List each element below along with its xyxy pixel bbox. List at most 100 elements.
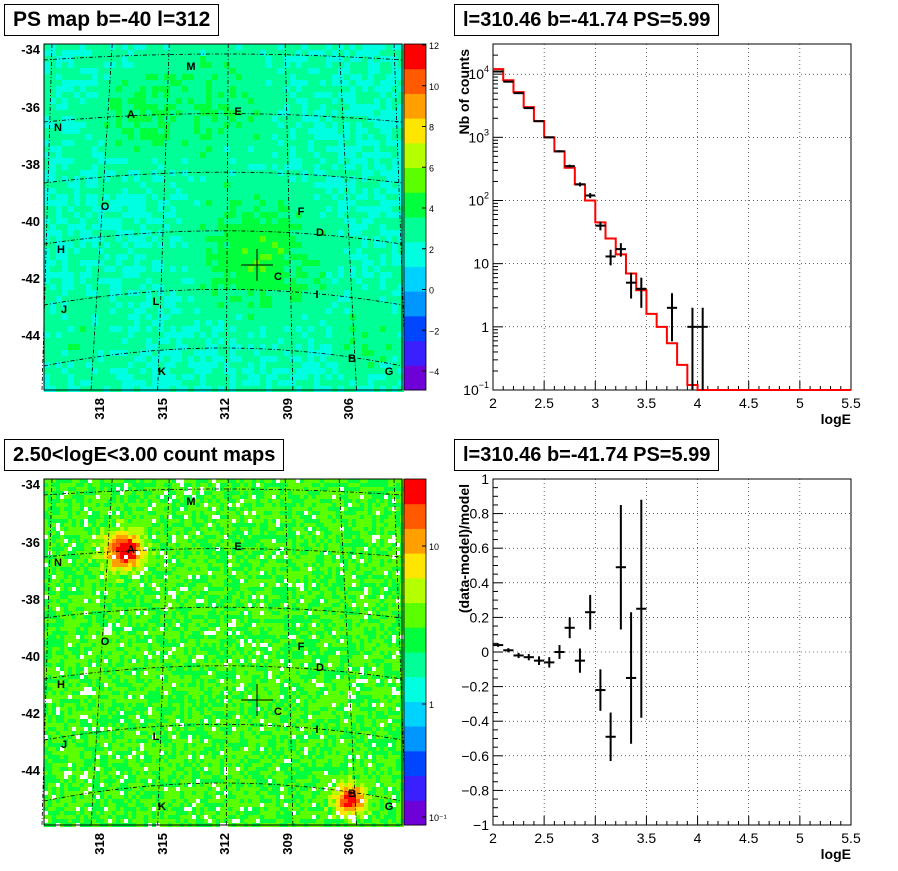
colorbar-label: 10: [429, 542, 439, 552]
lat-line: [43, 782, 403, 802]
y-tick-label: 10−1: [463, 380, 489, 398]
source-label-d: D: [316, 227, 324, 239]
source-label-h: H: [57, 244, 65, 256]
source-label-k: K: [158, 366, 166, 378]
lat-tick-label: -36: [21, 535, 40, 550]
ps-map-pixels: [44, 44, 404, 392]
source-label-c: C: [274, 271, 282, 283]
colorbar-label: 6: [429, 163, 434, 173]
x-tick-label: 2.5: [534, 395, 554, 411]
source-label-b: B: [348, 353, 356, 365]
x-tick-label: 5.5: [841, 830, 861, 846]
count-map: -34 -36 -38 -40 -42 -44 318 315 312 309 306 M A E N O FD…: [21, 477, 447, 855]
data-point: [513, 92, 524, 95]
data-point: [564, 164, 575, 168]
data-point: [687, 307, 698, 390]
source-label-m: M: [186, 61, 195, 73]
lon-line: [225, 478, 229, 826]
source-label-g: G: [385, 801, 394, 813]
source-label-j: J: [61, 739, 67, 751]
lon-line: [284, 43, 294, 391]
y-tick-label: −0.8: [461, 782, 489, 798]
lon-line: [338, 43, 357, 391]
lat-tick-label: -38: [21, 157, 40, 172]
residual-point: [544, 657, 555, 668]
colorbar-frame: [403, 478, 427, 826]
lon-line: [90, 478, 113, 826]
source-label-n: N: [54, 122, 62, 134]
colorbar-label: 10⁻¹: [429, 813, 447, 823]
colorbar-label: 4: [429, 204, 434, 214]
lat-tick-label: -42: [21, 271, 40, 286]
residual-point: [595, 669, 606, 711]
y-tick-label: −0.4: [461, 713, 489, 729]
y-tick-label: 102: [468, 190, 489, 208]
lat-tick-label: -44: [21, 328, 41, 343]
lon-line: [90, 43, 113, 391]
source-label-m: M: [186, 496, 195, 508]
x-tick-label: 4.5: [739, 830, 759, 846]
data-point: [493, 70, 504, 73]
data-point: [544, 136, 555, 139]
lat-line: [43, 289, 403, 306]
data-point: [625, 272, 637, 299]
residual-point: [605, 712, 616, 761]
source-label-a: A: [127, 109, 135, 121]
residual-point: [574, 648, 586, 673]
lat-tick-label: -34: [21, 42, 41, 57]
source-label-l: L: [153, 296, 160, 308]
source-label-e: E: [234, 541, 241, 553]
residual-point: [513, 652, 524, 659]
data-point: [554, 150, 565, 153]
y-tick-label: 1: [481, 319, 489, 335]
lon-tick-label: 318: [92, 833, 107, 855]
data-point: [615, 243, 626, 257]
residual-panel: l=310.46 b=-41.74 PS=5.99 2 2.5 3 3.5 4 4.5 5 5…: [449, 435, 898, 871]
x-tick-label: 5: [796, 395, 804, 411]
y-axis-label: (data-model)/model: [456, 484, 472, 613]
source-label-a: A: [127, 544, 135, 556]
lat-line: [43, 548, 403, 558]
ps-colorbar: [404, 44, 426, 391]
data-point: [595, 221, 606, 231]
plot-frame: [492, 43, 852, 391]
lat-tick-label: -40: [21, 649, 40, 664]
lat-line: [43, 665, 403, 680]
x-tick-label: 3: [591, 395, 599, 411]
y-axis-label: Nb of counts: [456, 49, 472, 135]
source-label-k: K: [158, 801, 166, 813]
lat-line: [43, 230, 403, 245]
lon-line: [157, 478, 170, 826]
data-point: [585, 193, 596, 199]
data-point: [523, 107, 534, 110]
residual-point: [493, 643, 504, 647]
data-point: [533, 120, 545, 123]
source-label-n: N: [54, 557, 62, 569]
source-label-o: O: [101, 636, 110, 648]
data-point: [666, 293, 678, 342]
grid: [492, 478, 852, 826]
data-point: [636, 277, 647, 308]
data-point: [574, 182, 586, 187]
map-frame: [43, 43, 403, 391]
data-point: [503, 80, 514, 83]
lat-line: [43, 606, 403, 619]
y-tick-label: 104: [468, 64, 489, 82]
x-tick-label: 3: [591, 830, 599, 846]
residual-point: [636, 499, 647, 718]
colorbar-frame: [403, 43, 427, 391]
y-tick-label: −0.6: [461, 748, 489, 764]
residual-point: [585, 594, 596, 630]
count-colorbar: [404, 479, 426, 826]
x-tick-label: 4: [694, 395, 702, 411]
colorbar-label: −2: [429, 326, 439, 336]
y-tick-label: 0.4: [470, 575, 490, 591]
x-tick-label: 3.5: [637, 395, 657, 411]
lon-tick-label: 315: [155, 398, 170, 420]
ps-map-panel: PS map b=-40 l=312 -34 -36 -38 -40 -42 -44 318…: [0, 0, 449, 435]
source-label-f: F: [298, 641, 305, 653]
source-label-d: D: [316, 662, 324, 674]
lon-tick-label: 309: [280, 833, 295, 855]
residual-point: [564, 617, 575, 639]
source-label-j: J: [61, 304, 67, 316]
